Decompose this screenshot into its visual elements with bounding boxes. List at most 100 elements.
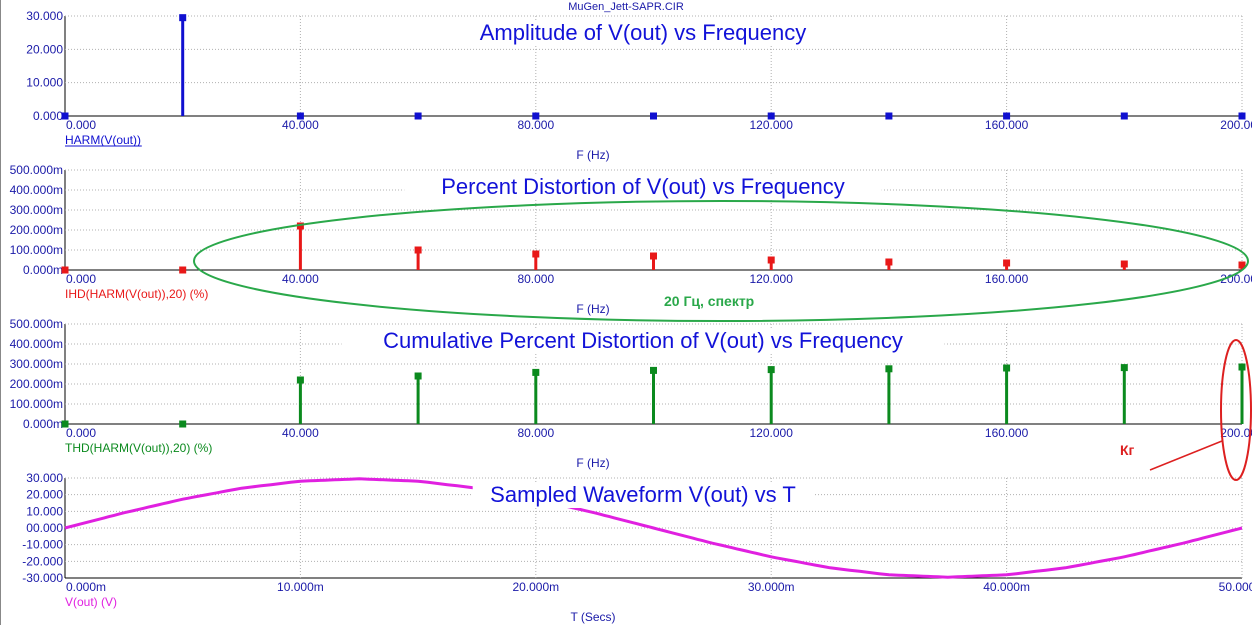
x-tick-label: 160.000 (985, 272, 1029, 286)
spectrum-marker (767, 112, 775, 120)
spectrum-ellipse (193, 200, 1249, 322)
spectrum-marker (179, 420, 187, 428)
y-tick-label: 10.000 (26, 504, 63, 518)
x-axis-title: F (Hz) (576, 148, 609, 162)
x-axis-title: F (Hz) (576, 302, 609, 316)
spectrum-marker (414, 112, 422, 120)
y-tick-label: 30.000 (26, 9, 63, 23)
spectrum-marker (1120, 112, 1128, 120)
chart-panel-2: 0.000m 100.000m 200.000m 300.000m 400.000m 50… (10, 163, 1252, 316)
x-tick-label: 200.000 (1220, 118, 1252, 132)
chart-title: Amplitude of V(out) vs Frequency (480, 20, 806, 45)
x-tick-label: 80.000 (517, 426, 554, 440)
chart-panel-1: 0.000 10.000 20.000 30.000 0.000 40.000 80.000… (26, 9, 1252, 162)
chart-title: Sampled Waveform V(out) vs T (490, 482, 796, 507)
series-label: THD(HARM(V(out)),20) (%) (65, 441, 212, 455)
x-tick-label: 30.000m (748, 580, 795, 594)
spectrum-marker (1238, 363, 1246, 371)
x-tick-label: 50.000m (1219, 580, 1252, 594)
x-tick-label: 40.000m (983, 580, 1030, 594)
series-label: HARM(V(out)) (65, 133, 141, 147)
spectrum-marker (767, 366, 775, 374)
x-tick-label: 80.000 (517, 272, 554, 286)
x-tick-label: 120.000 (750, 426, 794, 440)
y-tick-label: 100.000m (10, 397, 63, 411)
x-tick-label: 80.000 (517, 118, 554, 132)
annotations: 20 Гц, спектр Кг (193, 200, 1252, 481)
spectrum-marker (1120, 260, 1128, 268)
x-tick-label: 40.000 (282, 118, 319, 132)
chart-title-bg (404, 174, 882, 200)
y-tick-label: 200.000m (10, 377, 63, 391)
y-tick-label: 00.000 (26, 521, 63, 535)
y-tick-label: -30.000 (22, 571, 63, 585)
x-axis-title: T (Secs) (570, 610, 615, 624)
spectrum-marker (296, 376, 304, 384)
y-tick-label: -20.000 (22, 554, 63, 568)
y-tick-label: 10.000 (26, 76, 63, 90)
spectrum-marker (650, 366, 657, 374)
series-label: V(out) (V) (65, 595, 117, 609)
spectrum-marker (1238, 112, 1246, 120)
x-tick-label: 160.000 (985, 118, 1029, 132)
y-tick-label: 500.000m (10, 317, 63, 331)
y-tick-label: 300.000m (10, 203, 63, 217)
chart-title: Percent Distortion of V(out) vs Frequenc… (441, 174, 845, 199)
waveform-line (64, 477, 1243, 579)
x-tick-label: 40.000 (282, 426, 319, 440)
chart-title-bg (455, 20, 831, 46)
y-tick-label: 100.000m (10, 243, 63, 257)
spectrum-marker (61, 112, 69, 120)
spectrum-marker (532, 112, 540, 120)
y-tick-label: 300.000m (10, 357, 63, 371)
spectrum-marker (61, 420, 69, 428)
chart-title: Cumulative Percent Distortion of V(out) … (383, 328, 903, 353)
x-tick-label: 0.000 (66, 426, 96, 440)
spectrum-marker (1003, 364, 1011, 372)
spectrum-marker (767, 256, 775, 264)
spectrum-marker (61, 266, 69, 274)
spectrum-note: 20 Гц, спектр (664, 293, 754, 309)
spectrum-marker (650, 112, 657, 120)
spectrum-marker (650, 252, 657, 260)
y-tick-label: 30.000 (26, 471, 63, 485)
chart-panel-4: -30.000 -20.000 -10.000 00.000 10.000 20.000 3… (22, 471, 1252, 624)
x-tick-label: 0.000 (66, 118, 96, 132)
spectrum-marker (532, 368, 540, 376)
x-tick-label: 120.000 (750, 118, 794, 132)
x-tick-label: 20.000m (512, 580, 559, 594)
chart-title-bg (472, 482, 814, 508)
series-label: IHD(HARM(V(out)),20) (%) (65, 287, 208, 301)
spectrum-marker (1003, 259, 1011, 267)
spectrum-marker (296, 222, 304, 230)
spectrum-marker (885, 365, 893, 373)
kg-pointer (1149, 440, 1223, 471)
spectrum-marker (179, 14, 187, 22)
y-tick-label: -10.000 (22, 538, 63, 552)
spectrum-marker (1003, 112, 1011, 120)
spectrum-marker (414, 246, 422, 254)
chart-title-bg (341, 328, 945, 354)
y-tick-label: 20.000 (26, 42, 63, 56)
y-tick-label: 200.000m (10, 223, 63, 237)
y-tick-label: 0.000m (23, 417, 63, 431)
spectrum-marker (1120, 364, 1128, 372)
y-tick-label: 500.000m (10, 163, 63, 177)
spectrum-marker (532, 250, 540, 258)
y-tick-label: 0.000 (33, 109, 63, 123)
spectrum-marker (1238, 261, 1246, 269)
x-tick-label: 10.000m (277, 580, 324, 594)
x-tick-label: 40.000 (282, 272, 319, 286)
x-tick-label: 0.000m (66, 580, 106, 594)
spectrum-marker (179, 266, 187, 274)
y-tick-label: 400.000m (10, 183, 63, 197)
kg-ellipse (1220, 339, 1252, 481)
spectrum-marker (414, 372, 422, 380)
x-tick-label: 120.000 (750, 272, 794, 286)
chart-panel-3: 0.000m 100.000m 200.000m 300.000m 400.000m 50… (10, 317, 1252, 470)
y-tick-label: 0.000m (23, 263, 63, 277)
y-tick-label: 20.000 (26, 488, 63, 502)
spectrum-marker (296, 112, 304, 120)
kg-note: Кг (1120, 442, 1135, 458)
